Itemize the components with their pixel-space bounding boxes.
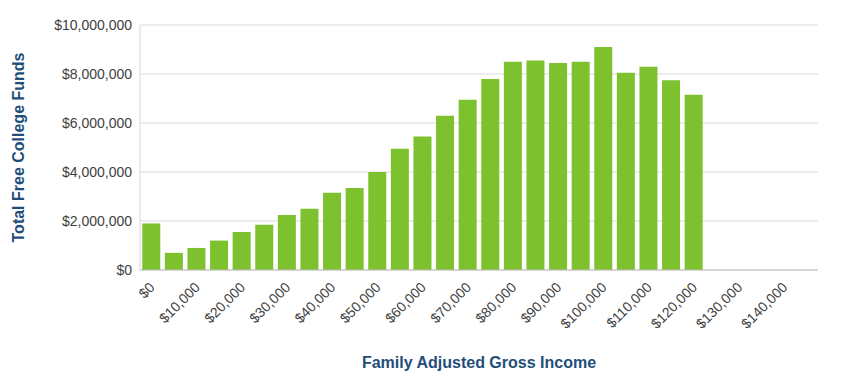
- svg-text:$90,000: $90,000: [517, 279, 565, 327]
- svg-text:$110,000: $110,000: [603, 279, 655, 331]
- svg-text:Family Adjusted Gross Income: Family Adjusted Gross Income: [362, 354, 596, 371]
- svg-text:$140,000: $140,000: [738, 279, 791, 332]
- svg-text:$60,000: $60,000: [382, 279, 429, 326]
- svg-text:$70,000: $70,000: [427, 279, 474, 326]
- svg-text:$100,000: $100,000: [557, 279, 610, 332]
- svg-text:$80,000: $80,000: [472, 279, 519, 326]
- svg-text:Total Free College Funds: Total Free College Funds: [10, 52, 27, 242]
- svg-text:$10,000,000: $10,000,000: [54, 17, 132, 33]
- svg-text:$120,000: $120,000: [647, 279, 700, 332]
- svg-text:$20,000: $20,000: [201, 279, 248, 326]
- svg-text:$4,000,000: $4,000,000: [62, 164, 132, 180]
- svg-text:$50,000: $50,000: [337, 279, 384, 326]
- svg-text:$6,000,000: $6,000,000: [62, 115, 132, 131]
- svg-text:$0: $0: [116, 262, 132, 278]
- svg-text:$130,000: $130,000: [693, 279, 746, 332]
- svg-text:$10,000: $10,000: [156, 279, 203, 326]
- svg-text:$0: $0: [135, 279, 157, 301]
- svg-text:$2,000,000: $2,000,000: [62, 213, 132, 229]
- svg-text:$8,000,000: $8,000,000: [62, 66, 132, 82]
- svg-text:$40,000: $40,000: [291, 279, 338, 326]
- svg-text:$30,000: $30,000: [246, 279, 293, 326]
